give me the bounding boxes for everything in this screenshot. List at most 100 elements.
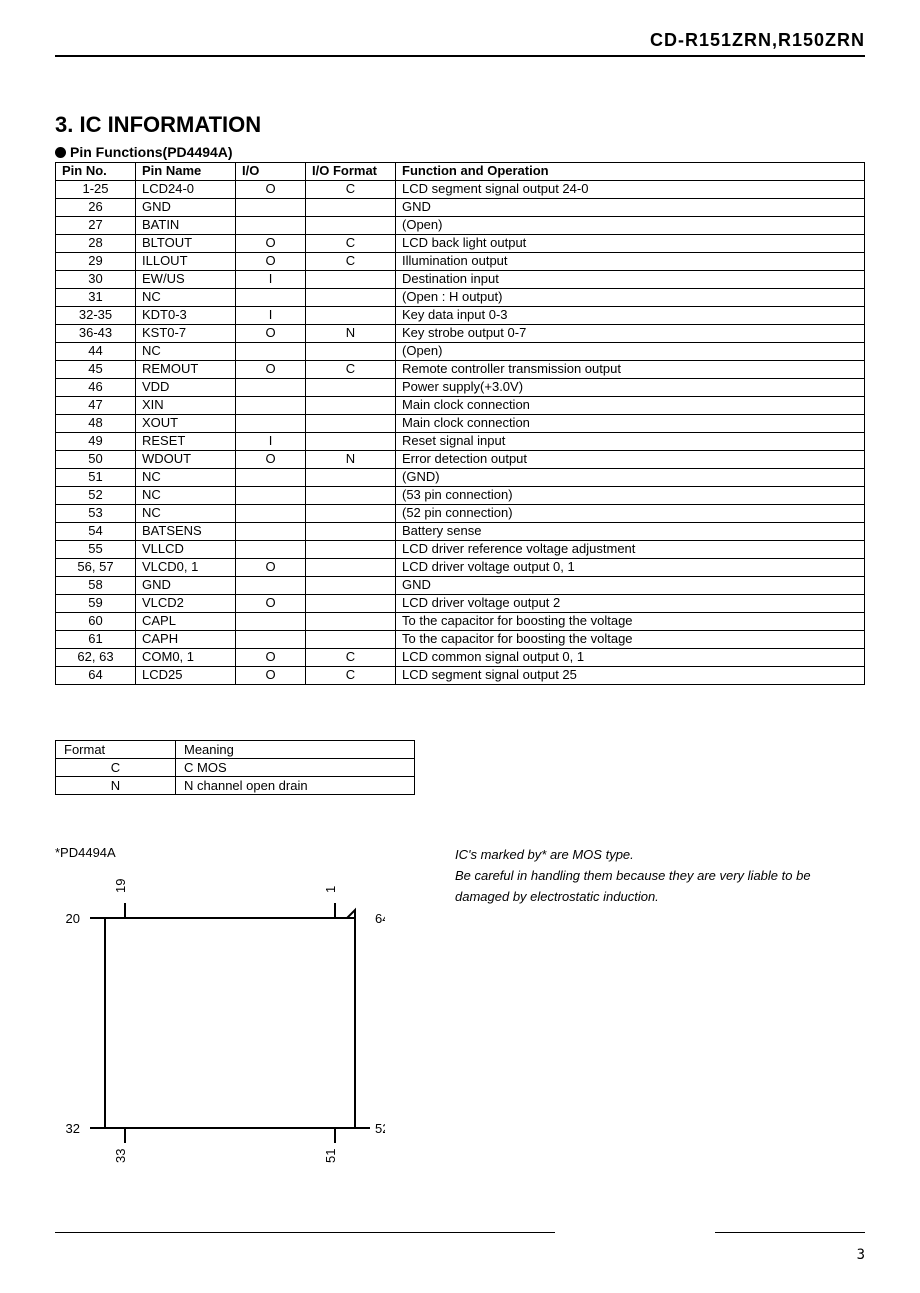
bullet-icon	[55, 147, 66, 158]
cell: NC	[136, 469, 236, 487]
cell: EW/US	[136, 271, 236, 289]
cell: Main clock connection	[396, 415, 865, 433]
cell	[236, 415, 306, 433]
table-row: 36-43KST0-7ONKey strobe output 0-7	[56, 325, 865, 343]
cell	[306, 415, 396, 433]
cell	[236, 217, 306, 235]
pin-32: 32	[66, 1121, 80, 1136]
table-row: 60CAPLTo the capacitor for boosting the …	[56, 613, 865, 631]
cell	[236, 397, 306, 415]
cell	[236, 379, 306, 397]
cell: 53	[56, 505, 136, 523]
table-row: 54BATSENSBattery sense	[56, 523, 865, 541]
cell: 55	[56, 541, 136, 559]
note-line1: IC's marked by* are MOS type.	[455, 845, 835, 866]
cell: O	[236, 667, 306, 685]
table-row: 30EW/USIDestination input	[56, 271, 865, 289]
cell: NC	[136, 505, 236, 523]
col-io-format: I/O Format	[306, 163, 396, 181]
cell: 32-35	[56, 307, 136, 325]
cell: 62, 63	[56, 649, 136, 667]
cell: ILLOUT	[136, 253, 236, 271]
cell: O	[236, 361, 306, 379]
table-row: 59VLCD2OLCD driver voltage output 2	[56, 595, 865, 613]
pin-52: 52	[375, 1121, 385, 1136]
cell: (GND)	[396, 469, 865, 487]
cell	[236, 523, 306, 541]
cell: Reset signal input	[396, 433, 865, 451]
subhead-text: Pin Functions(PD4494A)	[70, 144, 233, 160]
cell: N	[306, 325, 396, 343]
cell: 31	[56, 289, 136, 307]
pin-20: 20	[66, 911, 80, 926]
page-number: 3	[857, 1247, 865, 1263]
cell: XOUT	[136, 415, 236, 433]
cell	[236, 577, 306, 595]
cell: C	[306, 361, 396, 379]
cell: 58	[56, 577, 136, 595]
cell: GND	[136, 577, 236, 595]
cell: 28	[56, 235, 136, 253]
cell: N	[306, 451, 396, 469]
cell: BLTOUT	[136, 235, 236, 253]
cell: Power supply(+3.0V)	[396, 379, 865, 397]
cell: (Open)	[396, 343, 865, 361]
cell: 44	[56, 343, 136, 361]
cell: Illumination output	[396, 253, 865, 271]
rule	[55, 1232, 555, 1233]
cell-format: C	[56, 759, 176, 777]
note-line2: Be careful in handling them because they…	[455, 866, 835, 908]
cell: REMOUT	[136, 361, 236, 379]
cell: Main clock connection	[396, 397, 865, 415]
cell: NC	[136, 343, 236, 361]
cell: 49	[56, 433, 136, 451]
cell	[236, 289, 306, 307]
cell: 61	[56, 631, 136, 649]
cell	[306, 307, 396, 325]
table-row: 61CAPHTo the capacitor for boosting the …	[56, 631, 865, 649]
cell	[236, 343, 306, 361]
cell: CAPH	[136, 631, 236, 649]
cell: 1-25	[56, 181, 136, 199]
cell: Destination input	[396, 271, 865, 289]
cell-meaning: C MOS	[176, 759, 415, 777]
chip-label: *PD4494A	[55, 845, 385, 860]
table-row: N N channel open drain	[56, 777, 415, 795]
cell	[306, 505, 396, 523]
table-header-row: Format Meaning	[56, 741, 415, 759]
cell: O	[236, 235, 306, 253]
cell: LCD segment signal output 25	[396, 667, 865, 685]
cell	[306, 289, 396, 307]
col-pin-no: Pin No.	[56, 163, 136, 181]
cell	[306, 631, 396, 649]
table-row: 53NC(52 pin connection)	[56, 505, 865, 523]
cell: LCD24-0	[136, 181, 236, 199]
cell: O	[236, 325, 306, 343]
cell: O	[236, 595, 306, 613]
cell: WDOUT	[136, 451, 236, 469]
table-row: 47XINMain clock connection	[56, 397, 865, 415]
table-row: 26GNDGND	[56, 199, 865, 217]
cell: Key strobe output 0-7	[396, 325, 865, 343]
cell: LCD driver voltage output 0, 1	[396, 559, 865, 577]
table-row: 1-25LCD24-0OCLCD segment signal output 2…	[56, 181, 865, 199]
pin-19: 19	[113, 879, 128, 893]
cell: 50	[56, 451, 136, 469]
cell: LCD common signal output 0, 1	[396, 649, 865, 667]
cell: 46	[56, 379, 136, 397]
cell: LCD25	[136, 667, 236, 685]
table-row: 46VDDPower supply(+3.0V)	[56, 379, 865, 397]
cell: RESET	[136, 433, 236, 451]
mos-note: IC's marked by* are MOS type. Be careful…	[455, 845, 835, 1173]
cell: VLCD0, 1	[136, 559, 236, 577]
cell: XIN	[136, 397, 236, 415]
table-header-row: Pin No. Pin Name I/O I/O Format Function…	[56, 163, 865, 181]
cell: 51	[56, 469, 136, 487]
cell: C	[306, 181, 396, 199]
cell: 52	[56, 487, 136, 505]
chip-block: *PD4494A 20 32 64 52 19 1 33 51	[55, 845, 385, 1173]
table-row: 62, 63COM0, 1OCLCD common signal output …	[56, 649, 865, 667]
cell	[306, 595, 396, 613]
cell	[236, 505, 306, 523]
chip-diagram: 20 32 64 52 19 1 33 51	[55, 878, 385, 1168]
